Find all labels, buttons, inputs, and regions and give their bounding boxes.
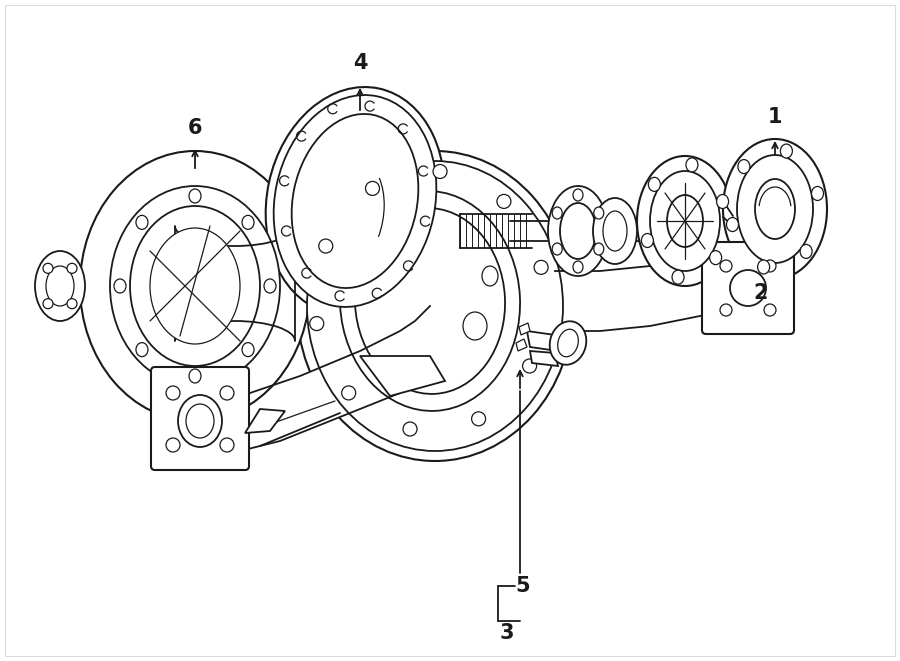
Text: 2: 2 <box>753 283 768 303</box>
Ellipse shape <box>603 211 627 251</box>
Text: 4: 4 <box>353 53 367 73</box>
Ellipse shape <box>242 342 254 357</box>
Polygon shape <box>516 339 527 351</box>
Text: 3: 3 <box>500 623 515 643</box>
Ellipse shape <box>720 304 732 316</box>
Ellipse shape <box>573 261 583 273</box>
FancyBboxPatch shape <box>702 242 794 334</box>
Ellipse shape <box>812 186 824 200</box>
Ellipse shape <box>709 251 722 264</box>
Ellipse shape <box>166 386 180 400</box>
Ellipse shape <box>648 177 661 192</box>
Ellipse shape <box>726 217 739 231</box>
Text: 6: 6 <box>188 118 202 138</box>
Text: 1: 1 <box>768 107 782 127</box>
Ellipse shape <box>266 87 445 315</box>
Ellipse shape <box>274 95 436 307</box>
Ellipse shape <box>560 203 596 259</box>
Ellipse shape <box>67 263 77 273</box>
Ellipse shape <box>365 181 380 196</box>
Ellipse shape <box>553 243 562 255</box>
Ellipse shape <box>35 251 85 321</box>
Ellipse shape <box>342 386 356 400</box>
Ellipse shape <box>310 317 324 330</box>
Ellipse shape <box>737 155 813 263</box>
Polygon shape <box>527 331 558 351</box>
Ellipse shape <box>297 151 573 461</box>
Ellipse shape <box>672 270 684 284</box>
Ellipse shape <box>548 186 608 276</box>
Polygon shape <box>530 351 558 366</box>
Ellipse shape <box>764 304 776 316</box>
Ellipse shape <box>136 342 148 357</box>
Ellipse shape <box>755 179 795 239</box>
Ellipse shape <box>758 260 770 274</box>
Polygon shape <box>245 409 285 433</box>
Ellipse shape <box>340 191 520 411</box>
Ellipse shape <box>292 114 418 288</box>
Polygon shape <box>519 323 530 335</box>
Ellipse shape <box>166 438 180 452</box>
Ellipse shape <box>573 189 583 201</box>
Ellipse shape <box>80 151 310 421</box>
Ellipse shape <box>264 279 276 293</box>
Ellipse shape <box>472 412 486 426</box>
Ellipse shape <box>482 266 498 286</box>
Ellipse shape <box>433 165 447 178</box>
Ellipse shape <box>189 189 201 203</box>
Ellipse shape <box>43 263 53 273</box>
Ellipse shape <box>403 422 417 436</box>
Ellipse shape <box>150 228 240 344</box>
Polygon shape <box>215 306 430 451</box>
Ellipse shape <box>46 266 74 306</box>
Ellipse shape <box>550 321 586 365</box>
Ellipse shape <box>730 270 766 306</box>
Ellipse shape <box>534 260 548 274</box>
Ellipse shape <box>720 260 732 272</box>
Ellipse shape <box>110 186 280 386</box>
Ellipse shape <box>650 171 720 271</box>
Ellipse shape <box>764 260 776 272</box>
Ellipse shape <box>130 206 260 366</box>
Ellipse shape <box>186 404 214 438</box>
Ellipse shape <box>716 194 729 208</box>
Ellipse shape <box>780 144 792 158</box>
Ellipse shape <box>738 159 750 174</box>
Ellipse shape <box>220 438 234 452</box>
Ellipse shape <box>594 243 604 255</box>
Ellipse shape <box>553 207 562 219</box>
Ellipse shape <box>136 215 148 229</box>
Ellipse shape <box>497 194 511 208</box>
Ellipse shape <box>686 158 698 172</box>
Text: 5: 5 <box>515 576 529 596</box>
Ellipse shape <box>114 279 126 293</box>
Ellipse shape <box>67 299 77 309</box>
FancyBboxPatch shape <box>151 367 249 470</box>
Ellipse shape <box>523 359 536 373</box>
Ellipse shape <box>637 156 733 286</box>
Ellipse shape <box>242 215 254 229</box>
Ellipse shape <box>43 299 53 309</box>
Ellipse shape <box>667 195 703 247</box>
Ellipse shape <box>178 395 222 447</box>
Ellipse shape <box>800 245 812 258</box>
Ellipse shape <box>558 329 579 357</box>
Ellipse shape <box>307 161 563 451</box>
Polygon shape <box>555 256 730 331</box>
Ellipse shape <box>642 233 653 247</box>
Ellipse shape <box>355 208 505 394</box>
Ellipse shape <box>594 207 604 219</box>
Ellipse shape <box>319 239 333 253</box>
Ellipse shape <box>463 312 487 340</box>
Ellipse shape <box>723 139 827 279</box>
Ellipse shape <box>189 369 201 383</box>
Ellipse shape <box>593 198 637 264</box>
Ellipse shape <box>220 386 234 400</box>
Polygon shape <box>360 356 445 396</box>
